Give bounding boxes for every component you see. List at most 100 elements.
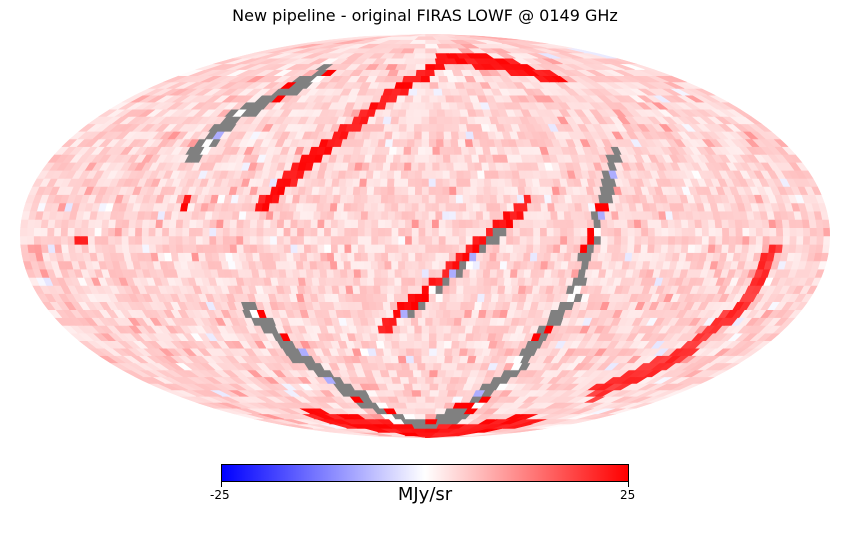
sky-pixel (127, 235, 136, 245)
sky-pixel (345, 277, 354, 286)
sky-pixel (504, 170, 513, 179)
sky-pixel (502, 194, 511, 204)
sky-pixel (420, 94, 430, 103)
sky-pixel (269, 219, 278, 228)
sky-pixel (444, 260, 453, 270)
sky-pixel (613, 235, 622, 245)
sky-pixel (617, 252, 626, 262)
sky-pixel (431, 219, 439, 228)
sky-pixel (428, 309, 437, 318)
sky-pixel (324, 186, 334, 195)
sky-pixel (161, 235, 170, 245)
sky-pixel (46, 235, 55, 245)
sky-pixel (283, 244, 291, 253)
sky-pixel (404, 260, 412, 270)
sky-pixel (405, 347, 415, 356)
sky-pixel (456, 138, 466, 147)
sky-pixel (366, 317, 376, 326)
sky-pixel (468, 194, 477, 204)
sky-pixel (424, 407, 436, 415)
sky-pixel (244, 252, 254, 262)
sky-pixel (505, 235, 514, 245)
sky-pixel (204, 252, 213, 262)
sky-pixel (388, 146, 397, 155)
sky-pixel (405, 332, 415, 342)
sky-pixel (412, 108, 422, 117)
sky-pixel (653, 227, 662, 237)
sky-pixel (452, 94, 463, 103)
sky-pixel (647, 227, 655, 237)
sky-pixel (235, 244, 244, 253)
sky-pixel (309, 227, 318, 237)
sky-pixel (436, 108, 446, 117)
sky-pixel (413, 309, 422, 318)
sky-pixel (428, 81, 439, 89)
sky-pixel (421, 277, 429, 286)
sky-pixel (288, 260, 297, 270)
sky-pixel (767, 219, 777, 228)
sky-pixel (462, 186, 471, 195)
sky-pixel (366, 277, 375, 286)
sky-pixel (471, 235, 480, 245)
sky-pixel (441, 178, 450, 187)
sky-pixel (485, 244, 493, 253)
sky-pixel (410, 317, 419, 326)
sky-pixel (434, 285, 443, 294)
sky-pixel (448, 170, 457, 179)
sky-pixel (657, 210, 667, 220)
sky-pixel (428, 75, 440, 83)
sky-pixel (391, 138, 401, 147)
sky-pixel (403, 162, 412, 171)
sky-pixel (370, 227, 379, 237)
sky-pixel (411, 202, 419, 212)
sky-pixel (707, 235, 716, 245)
sky-pixel (154, 244, 163, 253)
sky-pixel (428, 383, 439, 391)
sky-pixel (442, 332, 452, 342)
sky-pixel (349, 260, 358, 270)
sky-pixel (332, 194, 341, 204)
sky-pixel (393, 194, 402, 204)
sky-pixel (626, 244, 635, 253)
sky-pixel (455, 170, 464, 179)
sky-pixel (438, 227, 446, 237)
sky-pixel (267, 260, 277, 270)
sky-pixel (424, 227, 433, 237)
sky-pixel (358, 178, 367, 187)
sky-pixel (73, 219, 83, 228)
sky-pixel (563, 210, 572, 220)
sky-pixel (397, 202, 406, 212)
sky-pixel (466, 162, 475, 171)
sky-pixel (365, 285, 374, 294)
sky-pixel (390, 244, 399, 253)
sky-pixel (421, 194, 429, 204)
sky-pixel (469, 178, 478, 187)
sky-pixel (542, 210, 551, 220)
sky-pixel (482, 186, 491, 195)
sky-pixel (404, 244, 412, 253)
sky-pixel (552, 235, 561, 245)
sky-pixel (424, 146, 433, 155)
sky-pixel (181, 219, 190, 228)
sky-pixel (333, 210, 341, 220)
sky-pixel (774, 244, 783, 253)
sky-pixel (420, 383, 430, 391)
sky-pixel (386, 277, 395, 286)
sky-pixel (372, 170, 381, 179)
sky-pixel (168, 227, 176, 237)
sky-pixel (336, 219, 345, 228)
sky-pixel (87, 244, 96, 253)
sky-pixel (431, 235, 439, 245)
sky-pixel (370, 235, 379, 245)
sky-pixel (428, 355, 438, 364)
sky-pixel (384, 219, 392, 228)
sky-pixel (395, 94, 406, 103)
sky-pixel (449, 138, 459, 147)
sky-pixel (382, 162, 391, 171)
sky-pixel (694, 235, 703, 245)
sky-pixel (455, 210, 463, 220)
sky-pixel (468, 252, 477, 262)
sky-pixel (462, 178, 471, 187)
sky-pixel (470, 309, 480, 318)
sky-pixel (381, 317, 390, 326)
